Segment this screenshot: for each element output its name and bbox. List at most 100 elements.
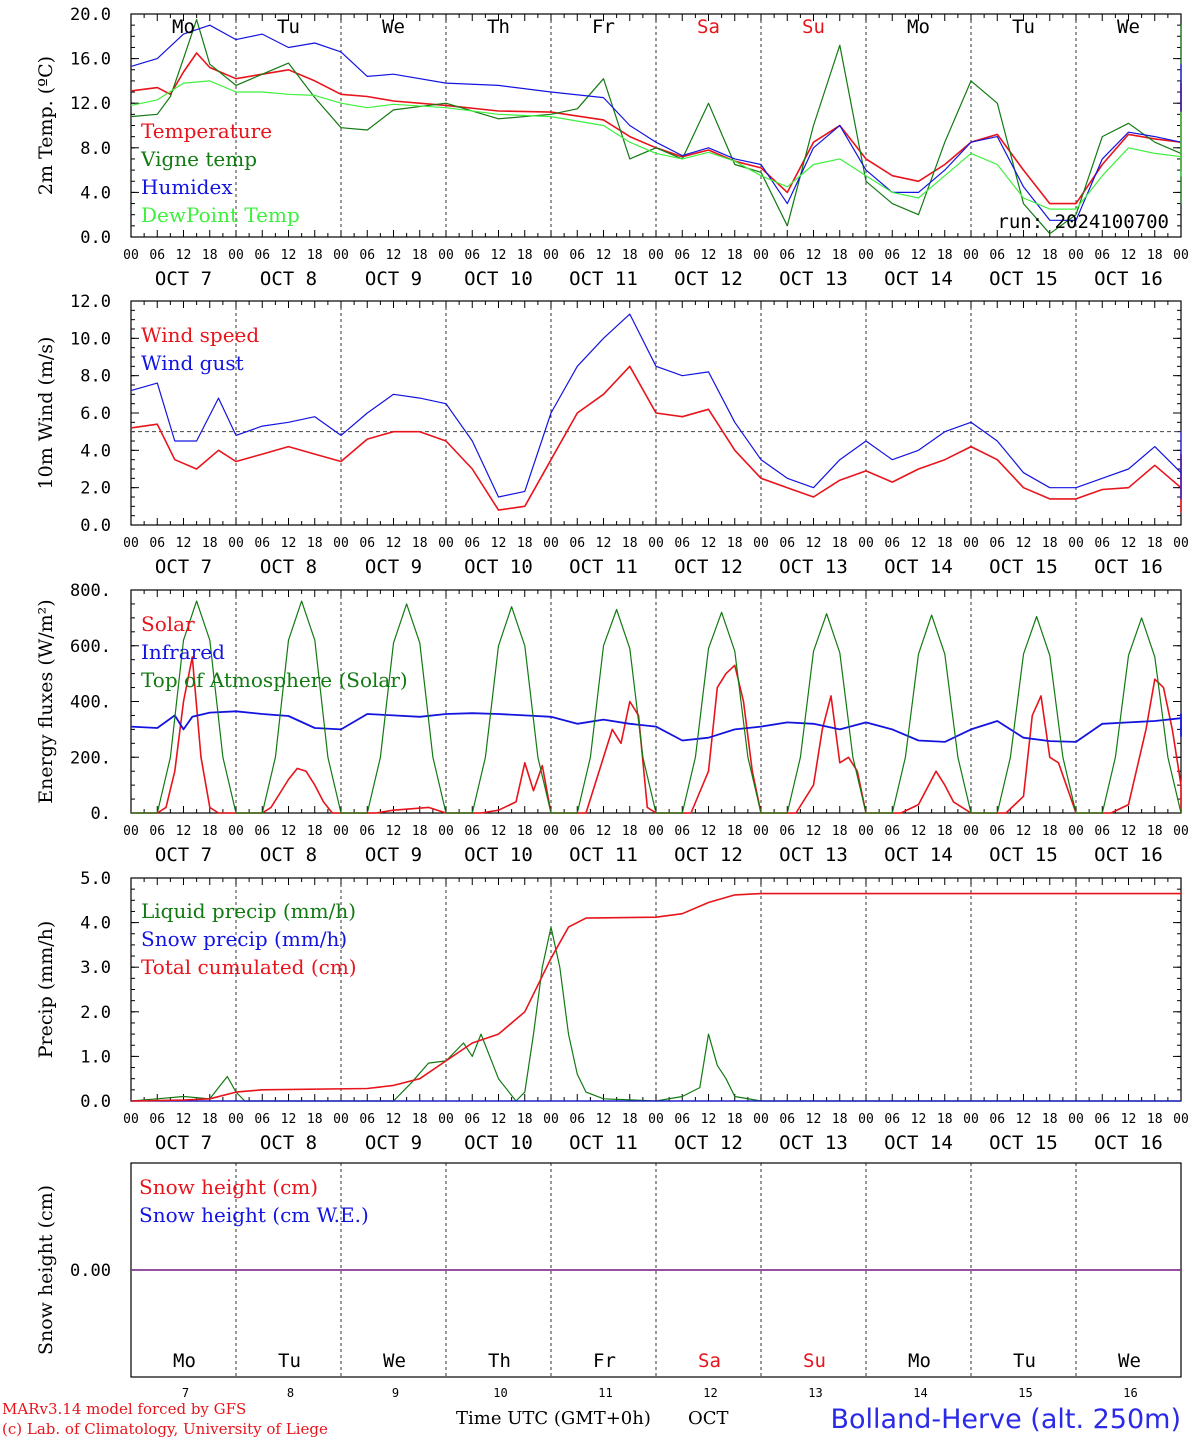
- day-name-label: Tu: [1013, 1350, 1036, 1372]
- y-tick-label: 12.0: [70, 292, 111, 312]
- panel-temp: 0.0 4.0 8.0 12.0 16.0 20.0 2m Temp. (ºC) Temper…: [35, 5, 1189, 290]
- series-line-temp-1: [130, 19, 1182, 235]
- x-hour-label: 00: [963, 1112, 979, 1127]
- x-hour-label: 18: [517, 536, 533, 551]
- legend-entry: Wind speed: [141, 323, 259, 347]
- legend-entry: Wind gust: [141, 351, 244, 375]
- day-number-label: 11: [598, 1386, 612, 1400]
- series-line-energy-2: [131, 600, 1182, 814]
- legend-entry: Infrared: [141, 640, 225, 664]
- x-hour-label: 00: [228, 824, 244, 839]
- x-hour-label: 12: [1121, 536, 1137, 551]
- x-hour-label: 00: [438, 248, 454, 263]
- x-hour-label: 06: [1094, 1112, 1110, 1127]
- x-hour-label: 18: [622, 824, 638, 839]
- day-name-label: Mo: [173, 1350, 196, 1372]
- legend-entry: Temperature: [141, 119, 272, 143]
- x-hour-label: 12: [1121, 1112, 1137, 1127]
- x-hour-label: 18: [1042, 1112, 1058, 1127]
- x-hour-label: 12: [281, 824, 297, 839]
- x-hour-label: 12: [1121, 248, 1137, 263]
- x-hour-label: 00: [753, 536, 769, 551]
- x-hour-label: 06: [989, 1112, 1005, 1127]
- x-hour-label: 06: [779, 824, 795, 839]
- x-hour-label: 12: [386, 248, 402, 263]
- day-number-label: 13: [808, 1386, 822, 1400]
- x-hour-label: 00: [858, 248, 874, 263]
- x-hour-label: 06: [1094, 536, 1110, 551]
- day-number-label: 10: [493, 1386, 507, 1400]
- x-hour-label: 06: [569, 824, 585, 839]
- x-hour-label: 06: [989, 824, 1005, 839]
- x-date-label: OCT 16: [1094, 1132, 1163, 1154]
- x-hour-label: 06: [149, 536, 165, 551]
- day-name-label: We: [1117, 16, 1140, 38]
- x-hour-label: 12: [911, 1112, 927, 1127]
- x-hour-label: 06: [674, 536, 690, 551]
- x-hour-label: 12: [491, 536, 507, 551]
- x-hour-label: 06: [989, 248, 1005, 263]
- x-date-label: OCT 12: [674, 1132, 743, 1154]
- credit-line-1: MARv3.14 model forced by GFS: [2, 1400, 246, 1418]
- panel-snow: 0.00 Snow height (cm) Snow height (cm) Snow…: [35, 1162, 1182, 1400]
- x-hour-label: 00: [543, 824, 559, 839]
- x-hour-label: 06: [254, 824, 270, 839]
- day-number-label: 15: [1018, 1386, 1032, 1400]
- x-hour-label: 12: [596, 1112, 612, 1127]
- x-hour-label: 00: [963, 536, 979, 551]
- x-date-label: OCT 14: [884, 1132, 953, 1154]
- y-tick-label: 4.0: [80, 914, 111, 934]
- y-axis-label: 2m Temp. (ºC): [35, 56, 57, 195]
- x-date-label: OCT 13: [779, 1132, 848, 1154]
- x-hour-label: 12: [806, 536, 822, 551]
- x-hour-label: 12: [1121, 824, 1137, 839]
- legend-entry: Total cumulated (cm): [141, 955, 357, 979]
- x-date-label: OCT 12: [674, 268, 743, 290]
- x-hour-label: 18: [937, 536, 953, 551]
- x-hour-label: 00: [123, 1112, 139, 1127]
- x-hour-label: 18: [412, 1112, 428, 1127]
- x-hour-label: 06: [149, 248, 165, 263]
- day-number-label: 16: [1123, 1386, 1137, 1400]
- x-hour-label: 00: [963, 248, 979, 263]
- x-hour-label: 12: [176, 824, 192, 839]
- x-date-label: OCT 10: [464, 844, 533, 866]
- x-date-label: OCT 10: [464, 1132, 533, 1154]
- x-date-label: OCT 16: [1094, 844, 1163, 866]
- x-hour-label: 00: [1173, 824, 1189, 839]
- y-tick-label: 0.: [91, 804, 111, 824]
- x-hour-label: 18: [1147, 248, 1163, 263]
- x-hour-label: 06: [674, 248, 690, 263]
- series-line-wind-1: [130, 313, 1182, 500]
- x-hour-label: 12: [491, 248, 507, 263]
- x-hour-label: 06: [359, 1112, 375, 1127]
- x-hour-label: 00: [123, 824, 139, 839]
- x-hour-label: 18: [832, 1112, 848, 1127]
- x-hour-label: 18: [202, 248, 218, 263]
- y-tick-label: 600.: [70, 637, 111, 657]
- x-hour-label: 12: [176, 1112, 192, 1127]
- x-hour-label: 00: [543, 248, 559, 263]
- y-tick-label: 3.0: [80, 958, 111, 978]
- x-date-label: OCT 15: [989, 268, 1058, 290]
- legend-entry: Snow height (cm): [139, 1175, 318, 1199]
- x-date-label: OCT 7: [155, 844, 212, 866]
- x-hour-label: 12: [701, 1112, 717, 1127]
- x-hour-label: 12: [806, 824, 822, 839]
- day-name-label: We: [383, 1350, 406, 1372]
- x-hour-label: 06: [359, 824, 375, 839]
- x-date-label: OCT 13: [779, 268, 848, 290]
- x-hour-label: 00: [648, 536, 664, 551]
- y-tick-label: 20.0: [70, 5, 111, 25]
- day-name-label: Sa: [698, 1350, 721, 1372]
- day-name-label: Th: [488, 1350, 511, 1372]
- chart-footer: MARv3.14 model forced by GFS (c) Lab. of…: [2, 1400, 1181, 1438]
- x-hour-label: 18: [937, 824, 953, 839]
- x-hour-label: 00: [333, 1112, 349, 1127]
- x-hour-label: 06: [359, 248, 375, 263]
- x-hour-label: 06: [989, 536, 1005, 551]
- x-hour-label: 18: [727, 824, 743, 839]
- x-hour-label: 18: [1042, 536, 1058, 551]
- x-hour-label: 18: [412, 824, 428, 839]
- x-hour-label: 18: [307, 536, 323, 551]
